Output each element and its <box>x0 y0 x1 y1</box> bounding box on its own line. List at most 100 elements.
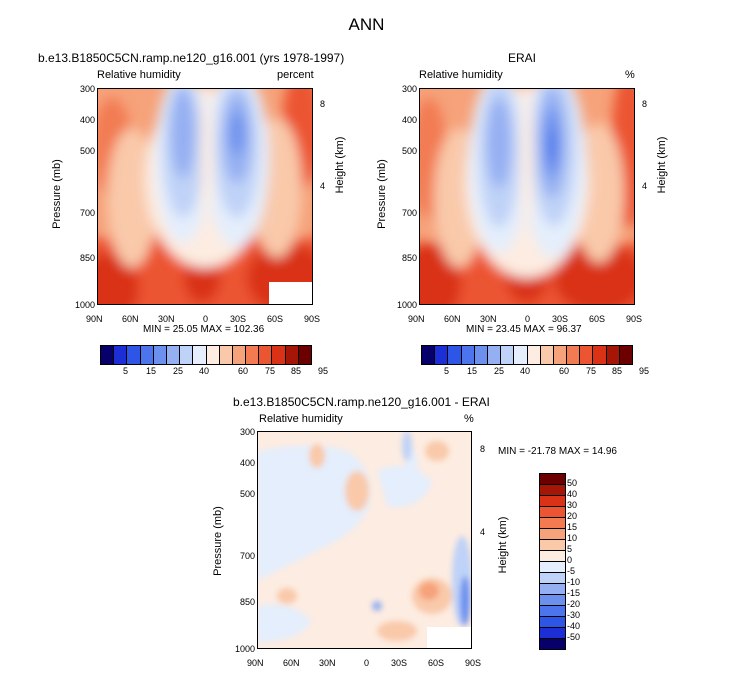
panel1-yticks: 300 400 500 700 850 1000 <box>60 80 100 320</box>
colorbar-swatch <box>580 346 594 364</box>
panel2-title: ERAI <box>508 51 537 65</box>
colorbar-label: 40 <box>199 366 210 376</box>
colorbar-label: 95 <box>318 366 329 376</box>
colorbar-label: 85 <box>291 366 302 376</box>
panel3-colorbar <box>539 473 566 650</box>
colorbar-swatch <box>619 346 632 364</box>
colorbar-label: -15 <box>567 588 581 598</box>
panel3-yticks: 300 400 500 700 850 1000 <box>220 423 260 663</box>
panel3-y2label: Height (km) <box>497 516 509 574</box>
colorbar-swatch <box>567 346 581 364</box>
colorbar-swatch <box>140 346 154 364</box>
colorbar-label: 85 <box>612 366 623 376</box>
panel1-title: b.e13.B1850C5CN.ramp.ne120_g16.001 (yrs … <box>38 51 345 65</box>
panel2-right-label: % <box>625 69 635 81</box>
colorbar-label: 5 <box>567 544 573 554</box>
colorbar-label: 60 <box>559 366 570 376</box>
panel3-ytick: 850 <box>239 597 255 607</box>
panel1-colorbar-labels: 5 15 25 40 60 75 85 95 <box>100 366 328 378</box>
colorbar-swatch <box>232 346 247 364</box>
colorbar-swatch <box>540 617 565 628</box>
panel2-xtick: 60N <box>444 314 461 324</box>
panel2-y2label: Height (km) <box>656 136 668 194</box>
panel2-y2tick: 4 <box>642 181 648 191</box>
panel1-xtick: 30N <box>158 314 175 324</box>
colorbar-label: 5 <box>444 366 450 376</box>
colorbar-label: 75 <box>265 366 276 376</box>
colorbar-label: 40 <box>520 366 531 376</box>
colorbar-swatch <box>101 346 115 364</box>
colorbar-swatch <box>114 346 128 364</box>
panel3-xtick: 90S <box>465 658 482 668</box>
panel2-ytick: 300 <box>401 84 417 94</box>
colorbar-swatch <box>540 562 565 573</box>
colorbar-swatch <box>540 485 565 496</box>
panel2-plot <box>419 88 635 305</box>
panel3-xtick: 30S <box>391 658 408 668</box>
panel1-xtick: 60N <box>122 314 139 324</box>
colorbar-swatch <box>127 346 141 364</box>
colorbar-swatch <box>593 346 607 364</box>
colorbar-swatch <box>606 346 620 364</box>
panel3-title: b.e13.B1850C5CN.ramp.ne120_g16.001 - ERA… <box>233 395 490 409</box>
panel3-right-label: % <box>464 413 474 425</box>
colorbar-label: -20 <box>567 599 581 609</box>
colorbar-swatch <box>540 474 565 485</box>
colorbar-swatch <box>298 346 311 364</box>
colorbar-swatch <box>272 346 286 364</box>
colorbar-label: 60 <box>238 366 249 376</box>
colorbar-swatch <box>461 346 475 364</box>
panel1-ytick: 400 <box>79 115 95 125</box>
colorbar-swatch <box>540 606 565 617</box>
panel2-stats: MIN = 23.45 MAX = 96.37 <box>466 324 582 335</box>
panel1-ytick: 1000 <box>74 300 95 310</box>
colorbar-swatch <box>219 346 233 364</box>
colorbar-swatch <box>540 573 565 584</box>
colorbar-label: 15 <box>146 366 157 376</box>
colorbar-label: 15 <box>567 522 578 532</box>
panel1-stats: MIN = 25.05 MAX = 102.36 <box>143 324 265 335</box>
colorbar-label: 40 <box>567 489 578 499</box>
panel2-colorbar <box>421 345 633 365</box>
colorbar-label: 30 <box>567 500 578 510</box>
colorbar-swatch <box>501 346 515 364</box>
panel1-right-label: percent <box>277 69 314 81</box>
panel2-xtick: 90N <box>408 314 425 324</box>
colorbar-swatch <box>540 529 565 540</box>
colorbar-label: 75 <box>586 366 597 376</box>
panel2-left-label: Relative humidity <box>419 69 503 81</box>
colorbar-swatch <box>166 346 181 364</box>
colorbar-label: 0 <box>567 555 573 565</box>
panel2-xtick: 30S <box>552 314 569 324</box>
colorbar-swatch <box>540 584 565 595</box>
colorbar-swatch <box>540 496 565 507</box>
colorbar-swatch <box>259 346 273 364</box>
panel1-y2label: Height (km) <box>334 136 346 194</box>
panel2-y2tick: 8 <box>642 99 648 109</box>
panel2-ytick: 400 <box>401 115 417 125</box>
panel3-ytick: 400 <box>239 458 255 468</box>
colorbar-swatch <box>487 346 502 364</box>
colorbar-label: 95 <box>639 366 650 376</box>
colorbar-label: 20 <box>567 511 578 521</box>
panel1-colorbar <box>100 345 312 365</box>
colorbar-label: 5 <box>123 366 129 376</box>
panel3-stats: MIN = -21.78 MAX = 14.96 <box>498 446 617 457</box>
colorbar-swatch <box>540 346 554 364</box>
panel1-ytick: 700 <box>79 208 95 218</box>
colorbar-label: 15 <box>467 366 478 376</box>
panel2-xtick: 60S <box>589 314 606 324</box>
colorbar-label: -30 <box>567 610 581 620</box>
panel1-xtick: 60S <box>267 314 284 324</box>
panel2-xtick: 30N <box>480 314 497 324</box>
colorbar-swatch <box>540 628 565 639</box>
panel3-ytick: 500 <box>239 489 255 499</box>
panel1-ytick: 300 <box>79 84 95 94</box>
panel3-xticks: 90N 60N 30N 0 30S 60S 90S <box>241 658 491 672</box>
panel2-ytick: 700 <box>401 208 417 218</box>
colorbar-swatch <box>435 346 449 364</box>
colorbar-swatch <box>153 346 167 364</box>
panel2-xtick: 0 <box>525 314 531 324</box>
colorbar-swatch <box>553 346 568 364</box>
panel1-xtick: 0 <box>203 314 209 324</box>
